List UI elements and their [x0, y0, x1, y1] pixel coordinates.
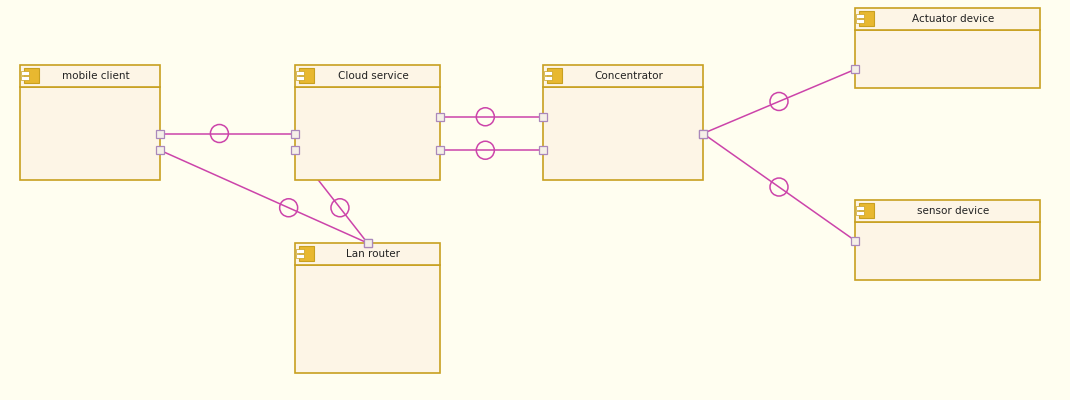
FancyBboxPatch shape	[856, 14, 863, 18]
FancyBboxPatch shape	[21, 71, 29, 75]
FancyBboxPatch shape	[364, 239, 371, 247]
FancyBboxPatch shape	[855, 200, 1040, 222]
FancyBboxPatch shape	[296, 76, 304, 80]
Text: Cloud service: Cloud service	[338, 71, 409, 81]
FancyBboxPatch shape	[539, 113, 547, 121]
FancyBboxPatch shape	[859, 203, 874, 218]
FancyBboxPatch shape	[855, 30, 1040, 88]
FancyBboxPatch shape	[542, 87, 703, 180]
FancyBboxPatch shape	[699, 130, 707, 138]
FancyBboxPatch shape	[20, 65, 160, 87]
FancyBboxPatch shape	[299, 68, 314, 83]
FancyBboxPatch shape	[859, 11, 874, 26]
FancyBboxPatch shape	[296, 71, 304, 75]
FancyBboxPatch shape	[295, 87, 440, 180]
FancyBboxPatch shape	[295, 265, 440, 373]
Text: Concentrator: Concentrator	[595, 71, 663, 81]
Text: sensor device: sensor device	[917, 206, 990, 216]
FancyBboxPatch shape	[296, 249, 304, 253]
FancyBboxPatch shape	[856, 206, 863, 210]
FancyBboxPatch shape	[856, 211, 863, 215]
FancyBboxPatch shape	[299, 246, 314, 261]
FancyBboxPatch shape	[295, 243, 440, 265]
FancyBboxPatch shape	[435, 113, 444, 121]
FancyBboxPatch shape	[542, 65, 703, 87]
FancyBboxPatch shape	[156, 146, 164, 154]
FancyBboxPatch shape	[156, 130, 164, 138]
FancyBboxPatch shape	[364, 239, 371, 247]
FancyBboxPatch shape	[547, 68, 562, 83]
FancyBboxPatch shape	[855, 8, 1040, 30]
Text: mobile client: mobile client	[62, 71, 129, 81]
FancyBboxPatch shape	[544, 76, 552, 80]
FancyBboxPatch shape	[291, 146, 299, 154]
FancyBboxPatch shape	[24, 68, 39, 83]
FancyBboxPatch shape	[544, 71, 552, 75]
FancyBboxPatch shape	[296, 254, 304, 258]
FancyBboxPatch shape	[851, 66, 859, 74]
FancyBboxPatch shape	[295, 65, 440, 87]
FancyBboxPatch shape	[539, 146, 547, 154]
FancyBboxPatch shape	[291, 130, 299, 138]
FancyBboxPatch shape	[21, 76, 29, 80]
FancyBboxPatch shape	[856, 19, 863, 23]
FancyBboxPatch shape	[435, 146, 444, 154]
FancyBboxPatch shape	[855, 222, 1040, 280]
Text: Lan router: Lan router	[347, 249, 400, 259]
FancyBboxPatch shape	[851, 236, 859, 244]
FancyBboxPatch shape	[20, 87, 160, 180]
Text: Actuator device: Actuator device	[913, 14, 995, 24]
FancyBboxPatch shape	[699, 130, 707, 138]
